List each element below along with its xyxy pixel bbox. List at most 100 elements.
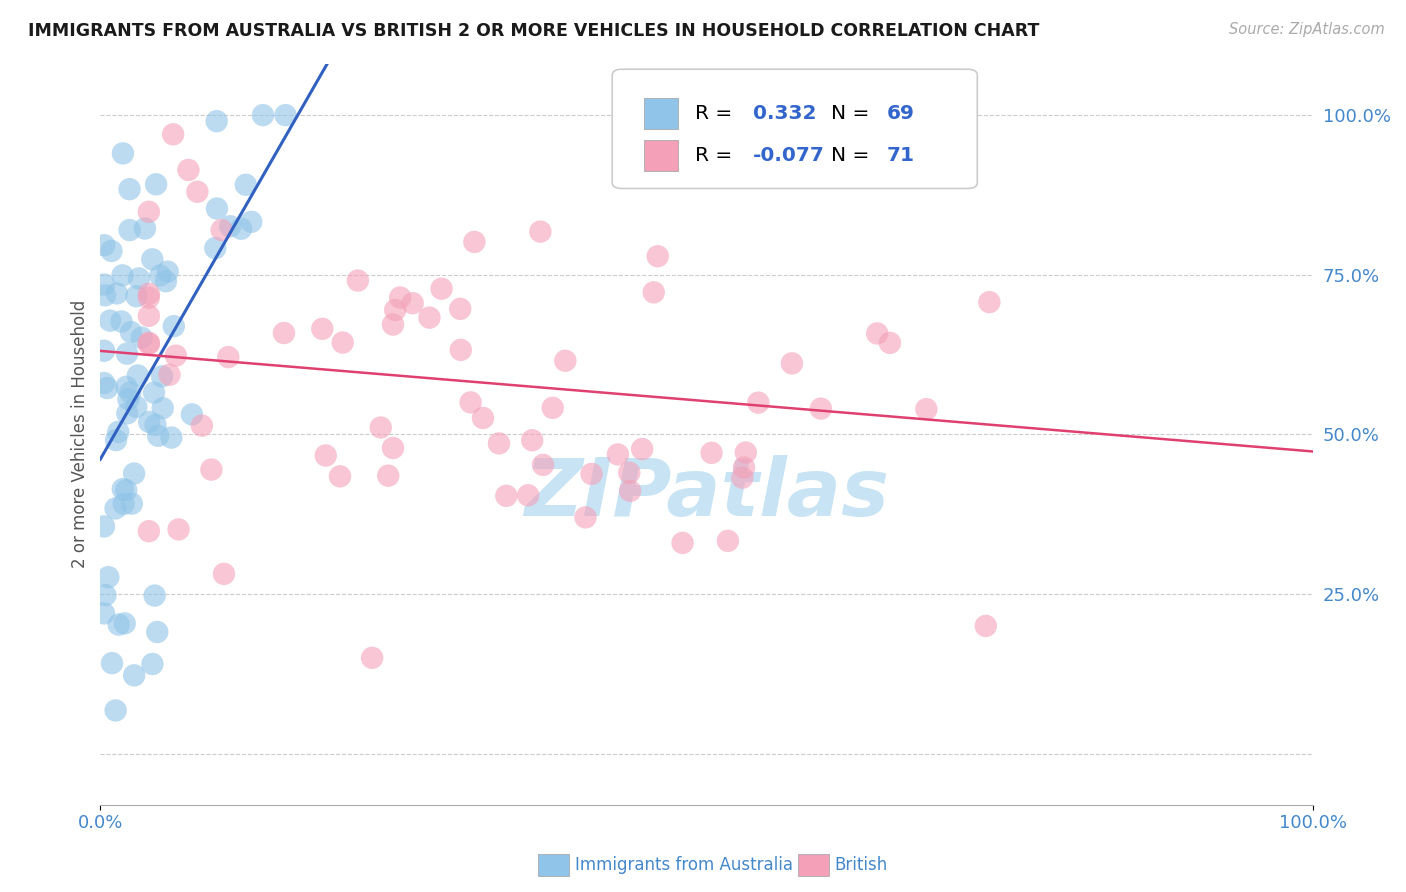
Point <box>143 589 166 603</box>
Point <box>747 395 769 409</box>
Point <box>121 497 143 511</box>
Point <box>115 483 138 498</box>
Point <box>529 225 551 239</box>
Point <box>93 519 115 533</box>
Point <box>180 408 202 422</box>
Point <box>205 202 228 216</box>
Text: 0.332: 0.332 <box>752 104 817 123</box>
Point <box>138 337 160 351</box>
Point <box>219 219 242 234</box>
Point <box>160 431 183 445</box>
Point <box>98 313 121 327</box>
Text: 71: 71 <box>886 145 914 165</box>
Point <box>145 178 167 192</box>
Point <box>370 420 392 434</box>
Point <box>631 442 654 456</box>
Point <box>141 657 163 671</box>
Point <box>495 489 517 503</box>
Point <box>212 566 235 581</box>
Point <box>138 291 160 305</box>
Point <box>252 108 274 122</box>
Text: -0.077: -0.077 <box>752 145 825 165</box>
FancyBboxPatch shape <box>612 70 977 188</box>
Point <box>810 401 832 416</box>
Point <box>382 441 405 455</box>
Point <box>943 146 966 161</box>
Point <box>382 318 405 332</box>
Point <box>115 346 138 360</box>
Point <box>186 185 208 199</box>
Point <box>117 392 139 407</box>
Point <box>128 271 150 285</box>
Point <box>107 617 129 632</box>
Point <box>311 322 333 336</box>
Point <box>574 510 596 524</box>
Point <box>93 607 115 621</box>
Point <box>204 241 226 255</box>
Point <box>554 353 576 368</box>
Point <box>94 288 117 302</box>
Text: Source: ZipAtlas.com: Source: ZipAtlas.com <box>1229 22 1385 37</box>
Point <box>384 303 406 318</box>
Point <box>866 326 889 341</box>
Point <box>177 163 200 178</box>
Text: N =: N = <box>831 145 876 165</box>
Point <box>94 588 117 602</box>
Point <box>165 349 187 363</box>
Point <box>125 289 148 303</box>
Point <box>127 368 149 383</box>
Text: British: British <box>835 855 889 874</box>
Point <box>200 462 222 476</box>
Point <box>402 296 425 310</box>
Point <box>100 244 122 258</box>
Point <box>122 668 145 682</box>
Point <box>332 335 354 350</box>
Point <box>205 114 228 128</box>
Point <box>643 285 665 300</box>
Point <box>731 471 754 485</box>
Point <box>274 108 297 122</box>
Point <box>713 167 735 181</box>
Point <box>315 449 337 463</box>
Point <box>152 401 174 416</box>
Point <box>915 402 938 417</box>
Point <box>347 273 370 287</box>
Point <box>229 221 252 235</box>
Point <box>105 286 128 301</box>
Point <box>138 204 160 219</box>
Point <box>115 380 138 394</box>
Point <box>463 235 485 249</box>
Point <box>522 434 544 448</box>
Point <box>125 400 148 414</box>
FancyBboxPatch shape <box>644 98 678 129</box>
Point <box>361 650 384 665</box>
Point <box>541 401 564 415</box>
Point <box>240 215 263 229</box>
Point <box>879 335 901 350</box>
Point <box>974 619 997 633</box>
Point <box>97 570 120 584</box>
Point <box>619 483 641 498</box>
Point <box>118 223 141 237</box>
Point <box>120 325 142 339</box>
Point <box>211 223 233 237</box>
Text: IMMIGRANTS FROM AUSTRALIA VS BRITISH 2 OR MORE VEHICLES IN HOUSEHOLD CORRELATION: IMMIGRANTS FROM AUSTRALIA VS BRITISH 2 O… <box>28 22 1039 40</box>
Point <box>146 625 169 640</box>
Point <box>163 319 186 334</box>
Point <box>235 178 257 192</box>
Point <box>120 385 142 400</box>
Point <box>111 482 134 496</box>
Point <box>191 418 214 433</box>
Point <box>114 616 136 631</box>
Point <box>145 417 167 432</box>
Point <box>156 265 179 279</box>
Point <box>110 314 132 328</box>
Text: Immigrants from Australia: Immigrants from Australia <box>575 855 793 874</box>
Point <box>377 468 399 483</box>
Point <box>105 433 128 447</box>
Point <box>104 501 127 516</box>
Point <box>430 282 453 296</box>
Point <box>217 350 239 364</box>
Text: 69: 69 <box>886 104 914 123</box>
Point <box>96 381 118 395</box>
